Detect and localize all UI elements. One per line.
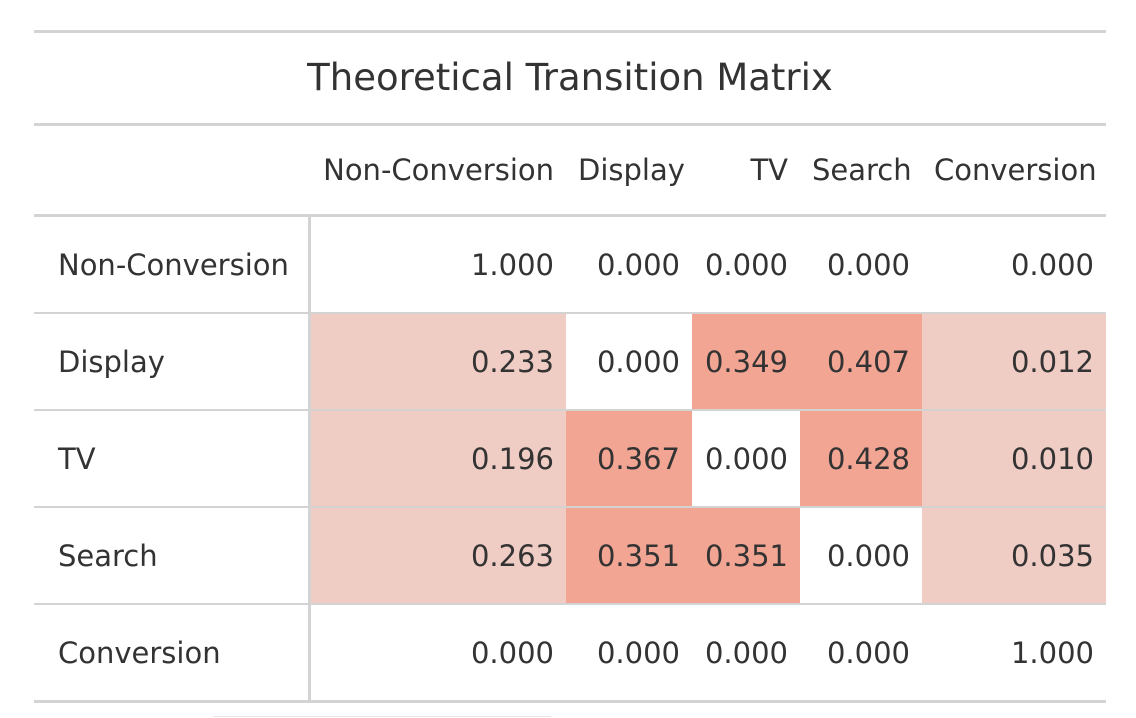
table-row: Search 0.263 0.351 0.351 0.000 0.035 (34, 507, 1106, 605)
column-header: Non-Conversion (309, 126, 566, 217)
matrix-cell: 1.000 (309, 215, 566, 314)
matrix-cell: 0.000 (692, 604, 800, 703)
matrix-cell: 0.000 (800, 604, 922, 703)
column-header: Display (566, 126, 692, 217)
column-header: Search (800, 126, 922, 217)
footer-line (213, 716, 551, 717)
matrix-cell: 0.407 (800, 313, 922, 411)
table-row: Display 0.233 0.000 0.349 0.407 0.012 (34, 313, 1106, 411)
matrix-cell: 0.000 (692, 410, 800, 508)
matrix-cell: 1.000 (922, 604, 1106, 703)
row-label: Search (34, 507, 311, 605)
matrix-cell: 0.196 (309, 410, 566, 508)
row-label: Display (34, 313, 311, 411)
table-row: Conversion 0.000 0.000 0.000 0.000 1.000 (34, 604, 1106, 703)
matrix-cell: 0.000 (922, 215, 1106, 314)
transition-matrix-table: Theoretical Transition Matrix Non-Conver… (34, 30, 1106, 703)
matrix-cell: 0.351 (692, 507, 800, 605)
table-title: Theoretical Transition Matrix (34, 33, 1106, 126)
table-row: TV 0.196 0.367 0.000 0.428 0.010 (34, 410, 1106, 508)
row-label: Conversion (34, 604, 311, 703)
matrix-cell: 0.000 (566, 604, 692, 703)
matrix-cell: 0.000 (566, 215, 692, 314)
matrix-cell: 0.000 (309, 604, 566, 703)
row-label: Non-Conversion (34, 215, 311, 314)
matrix-cell: 0.263 (309, 507, 566, 605)
row-label: TV (34, 410, 311, 508)
matrix-cell: 0.012 (922, 313, 1106, 411)
matrix-cell: 0.035 (922, 507, 1106, 605)
matrix-cell: 0.351 (566, 507, 692, 605)
header-stub (34, 126, 309, 217)
matrix-cell: 0.000 (692, 215, 800, 314)
header-row: Non-Conversion Display TV Search Convers… (34, 126, 1106, 217)
matrix-cell: 0.349 (692, 313, 800, 411)
matrix-body: Non-Conversion 1.000 0.000 0.000 0.000 0.000 D… (34, 215, 1106, 703)
top-rule (34, 30, 1106, 33)
column-header: Conversion (922, 126, 1106, 217)
matrix-cell: 0.233 (309, 313, 566, 411)
matrix-cell: 0.000 (800, 215, 922, 314)
column-header: TV (692, 126, 800, 217)
matrix-cell: 0.000 (566, 313, 692, 411)
table-row: Non-Conversion 1.000 0.000 0.000 0.000 0.000 (34, 215, 1106, 314)
matrix-cell: 0.367 (566, 410, 692, 508)
matrix-cell: 0.010 (922, 410, 1106, 508)
matrix-cell: 0.000 (800, 507, 922, 605)
matrix-grid: Non-Conversion Display TV Search Convers… (34, 126, 1106, 703)
matrix-cell: 0.428 (800, 410, 922, 508)
